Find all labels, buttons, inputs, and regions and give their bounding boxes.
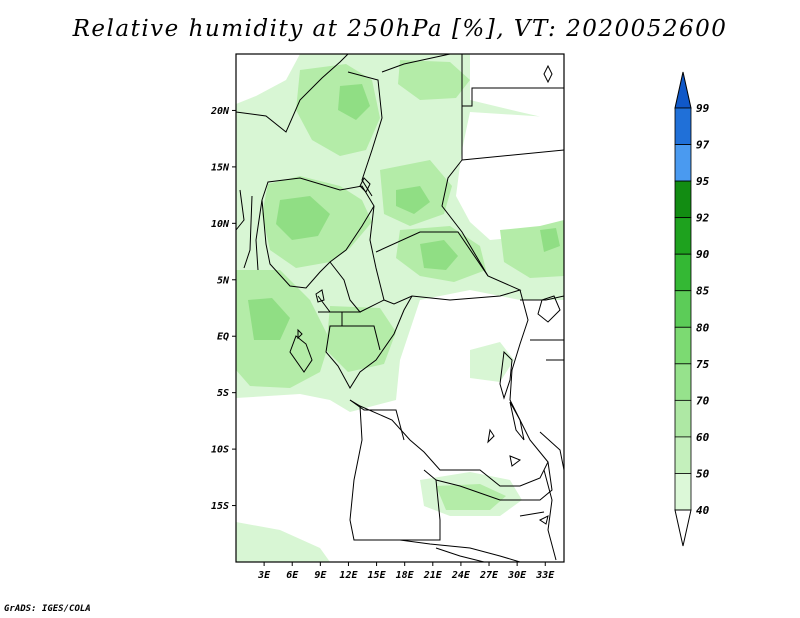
country-borders: [236, 54, 564, 562]
lat-tick-label: 15N: [211, 162, 230, 173]
colorbar-label: 40: [696, 504, 710, 517]
lat-tick-label: 15S: [211, 501, 229, 512]
lakes-and-coast: [289, 64, 561, 525]
colorbar-label: 92: [696, 212, 710, 225]
humidity-region-dark: [396, 186, 430, 214]
humidity-region-east-patch: [470, 342, 514, 382]
humidity-region-dark: [540, 228, 560, 252]
lon-tick-label: 3E: [257, 570, 271, 581]
colorbar-label: 99: [696, 102, 710, 115]
lon-tick-label: 30E: [507, 570, 527, 581]
colorbar-segment: [674, 253, 692, 292]
humidity-region-dark: [338, 84, 370, 120]
colorbar-label: 95: [696, 175, 710, 188]
colorbar: 99 97 95 92 90 85 80 75 70 60 50 40: [674, 71, 710, 547]
chart-title: Relative humidity at 250hPa [%], VT: 202…: [72, 16, 728, 42]
humidity-region-dark: [276, 196, 330, 240]
lat-tick-label: 20N: [210, 106, 230, 117]
longitude-labels: 3E 6E 9E 12E 15E 18E 21E 24E 27E 30E 33E: [257, 562, 555, 581]
colorbar-label: 70: [696, 394, 710, 407]
dry-gap: [456, 112, 564, 240]
humidity-region-mid: [398, 60, 470, 100]
colorbar-label: 75: [696, 358, 710, 371]
map-frame: [235, 53, 565, 563]
colorbar-segment: [674, 290, 692, 328]
lon-tick-label: 15E: [368, 570, 387, 581]
colorbar-bottom-arrow: [674, 509, 692, 547]
colorbar-segment: [674, 107, 692, 145]
lon-tick-label: 27E: [479, 570, 499, 581]
colorbar-segment: [674, 363, 692, 401]
colorbar-segment: [674, 436, 692, 474]
colorbar-segment: [674, 144, 692, 182]
lon-tick-label: 9E: [314, 570, 327, 581]
lon-tick-label: 21E: [423, 570, 443, 581]
colorbar-segment: [674, 180, 692, 219]
humidity-region-southwest: [236, 522, 330, 562]
lat-tick-label: 10N: [211, 219, 230, 230]
colorbar-label: 60: [696, 431, 710, 444]
colorbar-segment: [674, 217, 692, 255]
dry-gap: [432, 296, 520, 336]
lon-tick-label: 24E: [451, 570, 471, 581]
dry-gap: [236, 54, 300, 104]
humidity-region-mid: [326, 306, 396, 372]
colorbar-label: 90: [696, 248, 710, 261]
lon-tick-label: 12E: [339, 570, 358, 581]
lat-tick-label: EQ: [217, 332, 229, 343]
lon-tick-label: 6E: [286, 570, 299, 581]
humidity-region-dark: [420, 240, 458, 270]
lat-tick-label: 10S: [211, 445, 229, 456]
lon-tick-label: 33E: [535, 570, 555, 581]
lat-tick-label: 5S: [217, 388, 229, 399]
humidity-region-mid: [436, 484, 506, 510]
colorbar-label: 80: [696, 321, 710, 334]
footer-credit: GrADS: IGES/COLA: [4, 604, 91, 614]
latitude-labels: 20N 15N 10N 5N EQ 5S 10S 15S: [210, 106, 236, 512]
colorbar-label: 50: [696, 467, 710, 480]
lat-tick-label: 5N: [217, 275, 230, 286]
colorbar-label: 85: [696, 285, 710, 298]
lon-tick-label: 18E: [396, 570, 415, 581]
colorbar-label: 97: [696, 139, 710, 152]
colorbar-segment: [674, 326, 692, 365]
colorbar-segment: [674, 399, 692, 438]
humidity-region-dark: [248, 298, 290, 340]
colorbar-top-arrow: [674, 71, 692, 109]
colorbar-segment: [674, 473, 692, 511]
